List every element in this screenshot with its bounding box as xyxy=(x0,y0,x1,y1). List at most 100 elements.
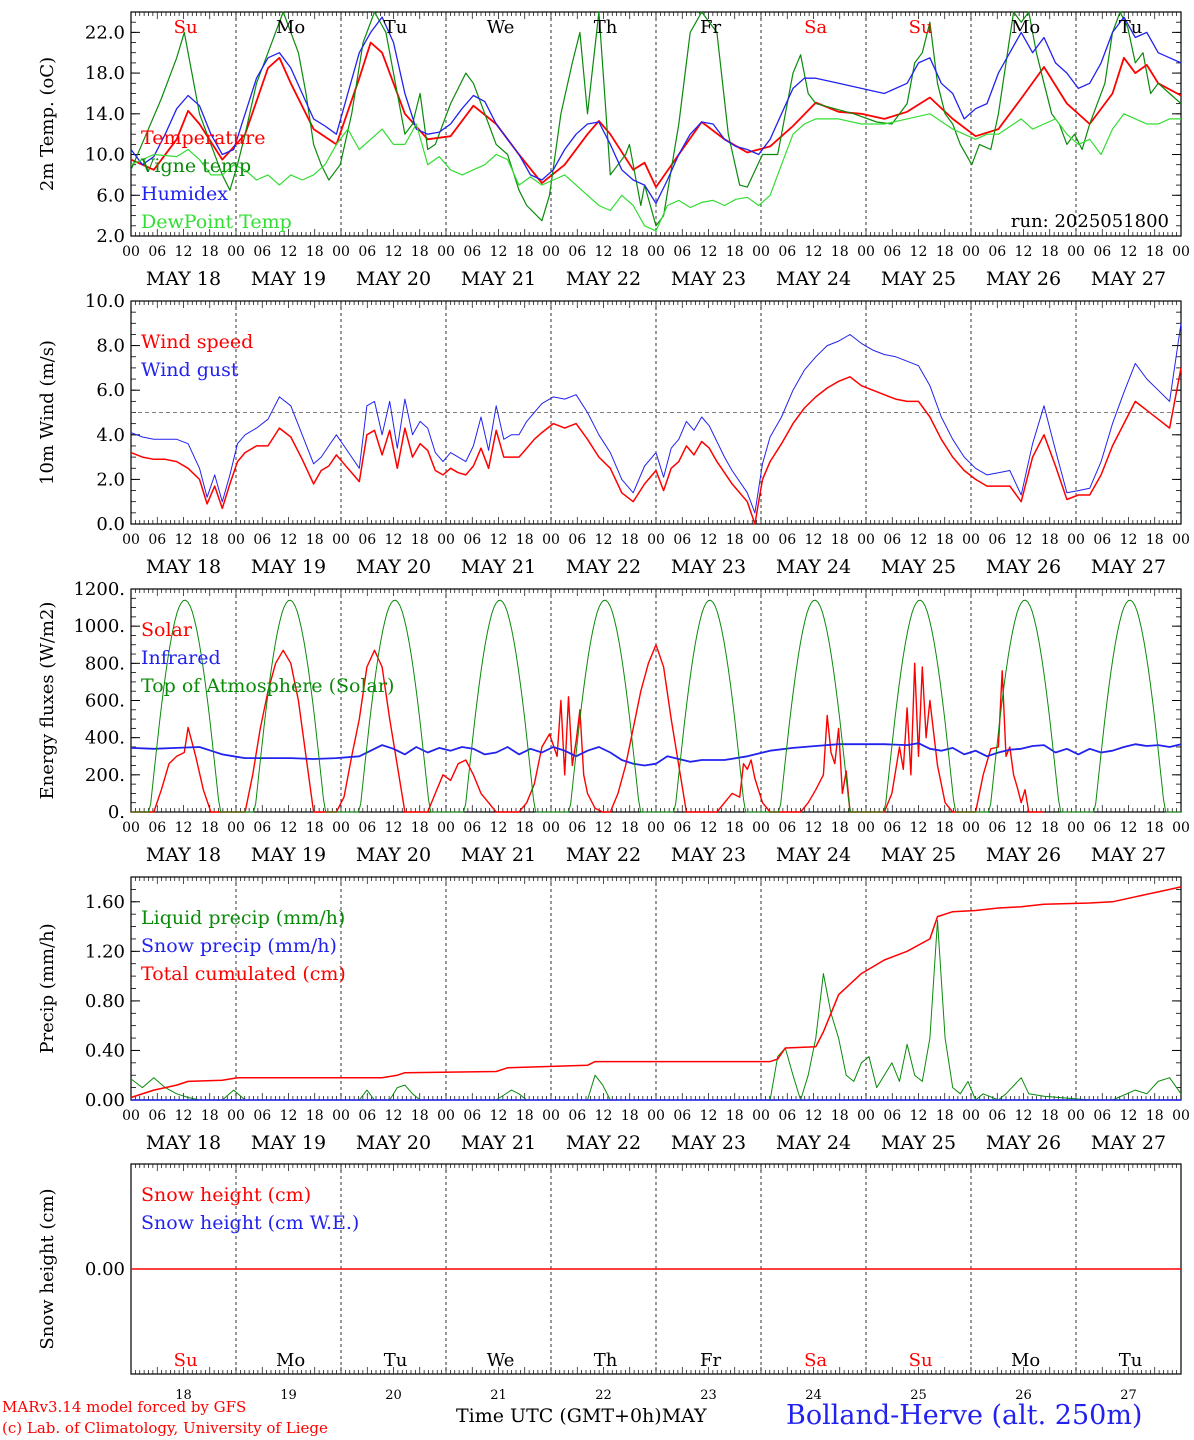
date-label: MAY 20 xyxy=(356,556,431,578)
day-number-label: 26 xyxy=(1015,1388,1032,1403)
weekday-label: Su xyxy=(174,17,198,38)
hour-label: 06 xyxy=(1093,820,1111,836)
hour-label: 06 xyxy=(778,1108,796,1124)
date-label: MAY 19 xyxy=(251,844,326,866)
y-tick-label: 0.00 xyxy=(85,1090,125,1111)
hour-label: 18 xyxy=(621,820,639,836)
date-label: MAY 22 xyxy=(566,844,641,866)
hour-label: 00 xyxy=(857,820,875,836)
hour-label: 00 xyxy=(1172,820,1190,836)
hour-label: 00 xyxy=(857,244,875,260)
y-tick-label: 2.0 xyxy=(96,226,125,247)
day-number-label: 20 xyxy=(385,1388,402,1403)
y-tick-label: 4.0 xyxy=(96,425,125,446)
weekday-label: We xyxy=(487,17,515,38)
hour-label: 06 xyxy=(1093,244,1111,260)
date-label: MAY 19 xyxy=(251,1132,326,1154)
hour-label: 00 xyxy=(437,820,455,836)
day-number-label: 19 xyxy=(280,1388,297,1403)
hour-label: 06 xyxy=(253,244,271,260)
hour-label: 18 xyxy=(1146,244,1164,260)
hour-label: 06 xyxy=(778,820,796,836)
date-label: MAY 24 xyxy=(776,556,851,578)
hour-label: 18 xyxy=(306,1108,324,1124)
date-label: MAY 25 xyxy=(881,1132,956,1154)
hour-label: 18 xyxy=(1041,532,1059,548)
date-label: MAY 19 xyxy=(251,268,326,290)
hour-label: 12 xyxy=(700,244,718,260)
hour-label: 12 xyxy=(175,1108,193,1124)
hour-label: 18 xyxy=(936,1108,954,1124)
legend-entry: Snow height (cm) xyxy=(141,1184,311,1206)
y-tick-label: 14.0 xyxy=(85,104,125,125)
hour-label: 12 xyxy=(805,244,823,260)
date-label: MAY 26 xyxy=(986,268,1061,290)
weekday-label: Fr xyxy=(700,17,721,38)
series-line-vigne-temp xyxy=(130,11,1182,227)
legend-entry: DewPoint Temp xyxy=(141,211,292,233)
hour-label: 00 xyxy=(332,820,350,836)
hour-label: 18 xyxy=(411,1108,429,1124)
legend-entry: Snow height (cm W.E.) xyxy=(141,1212,359,1234)
hour-label: 12 xyxy=(280,244,298,260)
hour-label: 00 xyxy=(542,820,560,836)
hour-label: 18 xyxy=(1041,244,1059,260)
date-label: MAY 22 xyxy=(566,556,641,578)
hour-label: 06 xyxy=(463,244,481,260)
y-tick-label: 18.0 xyxy=(85,63,125,84)
hour-label: 18 xyxy=(936,244,954,260)
hour-label: 00 xyxy=(1172,532,1190,548)
date-label: MAY 23 xyxy=(671,844,746,866)
panel-temperature: 2.0 6.0 10.0 14.0 18.0 22.0 2m Temp. (oC) Tempe… xyxy=(37,11,1190,290)
hour-label: 12 xyxy=(1120,1108,1138,1124)
hour-label: 18 xyxy=(621,244,639,260)
hour-label: 00 xyxy=(1172,1108,1190,1124)
date-label: MAY 20 xyxy=(356,268,431,290)
legend-entry: Liquid precip (mm/h) xyxy=(141,907,345,929)
hour-label: 06 xyxy=(148,820,166,836)
hour-label: 12 xyxy=(805,1108,823,1124)
hour-label: 06 xyxy=(988,244,1006,260)
hour-label: 12 xyxy=(700,532,718,548)
hour-label: 12 xyxy=(700,1108,718,1124)
y-tick-label: 10.0 xyxy=(85,291,125,312)
hour-label: 06 xyxy=(673,820,691,836)
legend-entry: Top of Atmosphere (Solar) xyxy=(141,675,394,697)
y-tick-label: 600. xyxy=(85,691,125,712)
day-number-label: 25 xyxy=(910,1388,927,1403)
y-tick-label: 200. xyxy=(85,765,125,786)
hour-label: 12 xyxy=(280,1108,298,1124)
series-line-wind-speed xyxy=(130,367,1182,525)
hour-label: 06 xyxy=(358,244,376,260)
hour-label: 18 xyxy=(831,244,849,260)
hour-label: 12 xyxy=(490,820,508,836)
weekday-label: Su xyxy=(909,17,933,38)
legend-entry: Wind gust xyxy=(141,359,239,381)
legend-entry: Vigne temp xyxy=(140,155,251,177)
hour-label: 06 xyxy=(463,532,481,548)
date-label: MAY 18 xyxy=(146,1132,221,1154)
hour-label: 18 xyxy=(411,820,429,836)
y-tick-label: 6.0 xyxy=(96,380,125,401)
day-number-label: 18 xyxy=(175,1388,192,1403)
hour-label: 18 xyxy=(1146,820,1164,836)
hour-label: 12 xyxy=(910,244,928,260)
hour-label: 18 xyxy=(831,532,849,548)
hour-label: 00 xyxy=(542,1108,560,1124)
hour-label: 12 xyxy=(595,1108,613,1124)
day-number-label: 22 xyxy=(595,1388,612,1403)
hour-label: 18 xyxy=(726,820,744,836)
hour-label: 00 xyxy=(437,1108,455,1124)
hour-label: 12 xyxy=(490,532,508,548)
y-tick-label: 1000. xyxy=(73,616,125,637)
hour-label: 06 xyxy=(148,532,166,548)
hour-label: 06 xyxy=(1093,532,1111,548)
hour-label: 00 xyxy=(857,532,875,548)
hour-label: 00 xyxy=(647,820,665,836)
hour-label: 00 xyxy=(962,820,980,836)
date-label: MAY 26 xyxy=(986,556,1061,578)
weekday-label: Tu xyxy=(384,1350,408,1371)
hour-label: 12 xyxy=(175,532,193,548)
hour-label: 12 xyxy=(490,244,508,260)
hour-label: 12 xyxy=(1120,532,1138,548)
